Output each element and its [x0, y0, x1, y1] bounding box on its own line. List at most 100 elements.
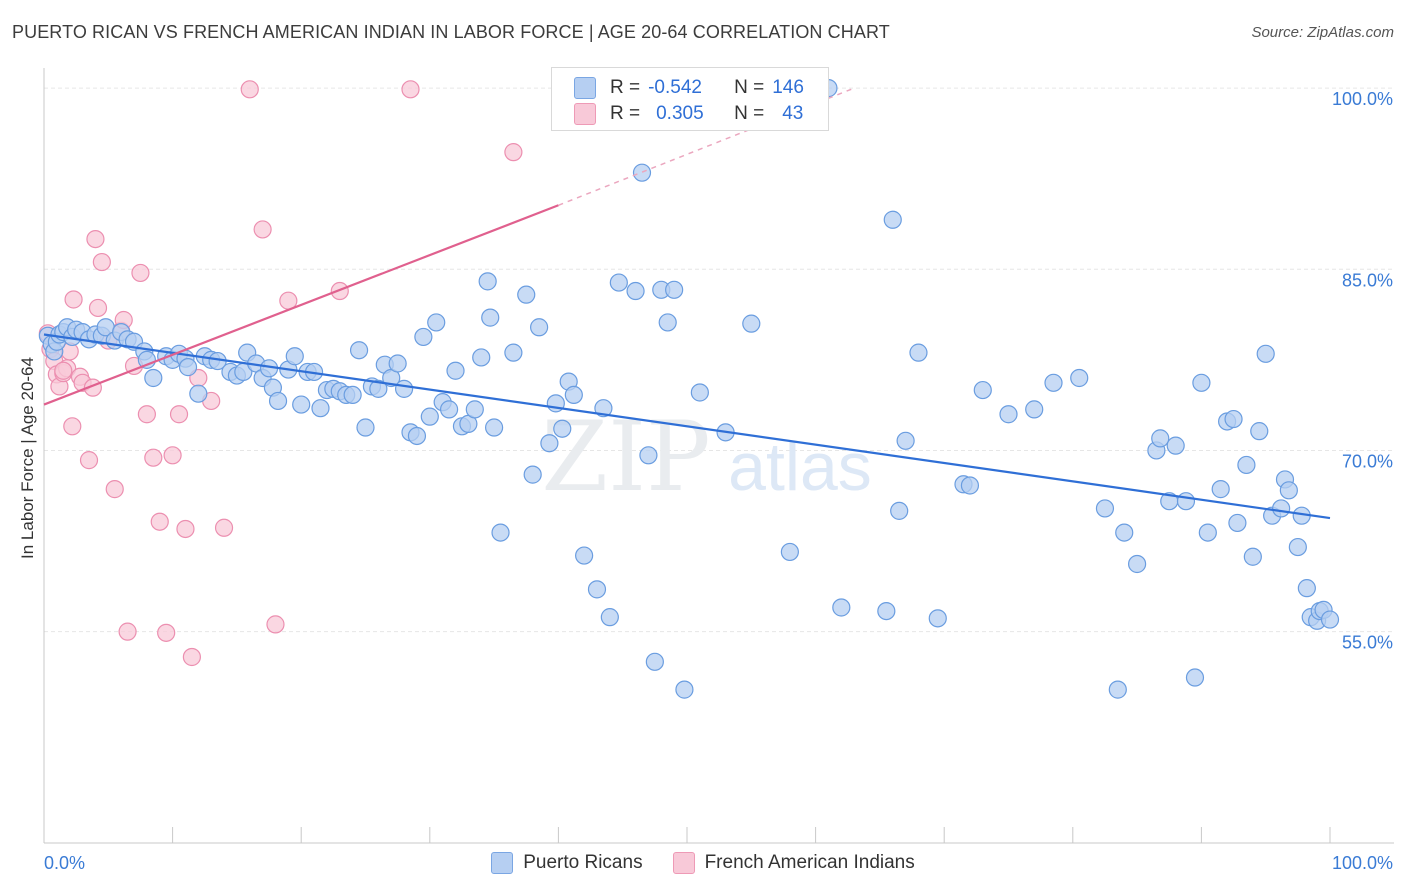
point-puerto-ricans: [909, 343, 928, 362]
point-puerto-ricans: [1228, 513, 1247, 533]
point-french-american-indians: [86, 229, 105, 249]
point-puerto-ricans: [446, 361, 465, 380]
point-puerto-ricans: [690, 383, 709, 402]
point-puerto-ricans: [1256, 344, 1275, 363]
point-puerto-ricans: [896, 431, 915, 450]
point-puerto-ricans: [960, 476, 980, 495]
x-tick-label-min: 0.0%: [44, 853, 85, 873]
chart-title: PUERTO RICAN VS FRENCH AMERICAN INDIAN I…: [12, 22, 890, 42]
point-puerto-ricans: [189, 384, 208, 403]
point-puerto-ricans: [285, 347, 304, 366]
point-puerto-ricans: [632, 163, 652, 182]
point-puerto-ricans: [420, 407, 439, 426]
point-puerto-ricans: [594, 399, 613, 418]
point-puerto-ricans: [472, 348, 491, 367]
point-french-american-indians: [253, 220, 272, 239]
point-puerto-ricans: [1224, 409, 1243, 429]
point-puerto-ricans: [369, 379, 388, 398]
point-puerto-ricans: [407, 426, 427, 446]
point-puerto-ricans: [268, 391, 288, 411]
point-puerto-ricans: [1288, 537, 1307, 557]
trend-line-dashed-extension: [558, 87, 855, 206]
point-puerto-ricans: [658, 313, 677, 332]
point-french-american-indians: [137, 405, 156, 424]
point-puerto-ricans: [1176, 492, 1196, 511]
y-axis-label: In Labor Force | Age 20-64: [18, 357, 37, 559]
point-puerto-ricans: [491, 523, 510, 542]
point-puerto-ricans: [883, 210, 902, 229]
point-french-american-indians: [144, 448, 163, 467]
point-puerto-ricans: [780, 542, 799, 562]
point-puerto-ricans: [639, 446, 658, 465]
point-french-american-indians: [118, 622, 137, 641]
point-puerto-ricans: [485, 418, 504, 437]
point-puerto-ricans: [530, 318, 549, 337]
point-puerto-ricans: [388, 354, 407, 373]
point-puerto-ricans: [1127, 554, 1147, 574]
legend-n-label: N =: [734, 77, 765, 98]
point-puerto-ricans: [439, 400, 459, 419]
legend-swatch-pink: [574, 103, 596, 125]
point-puerto-ricans: [1115, 523, 1134, 542]
legend-swatch-blue: [574, 77, 596, 99]
point-puerto-ricans: [675, 680, 694, 699]
legend-item-french-american-indians[interactable]: French American Indians: [672, 852, 915, 874]
point-puerto-ricans: [311, 399, 330, 418]
point-french-american-indians: [182, 647, 201, 667]
point-puerto-ricans: [609, 273, 628, 292]
trend-lines: [43, 87, 1331, 520]
point-puerto-ricans: [144, 368, 163, 388]
point-french-american-indians: [131, 263, 150, 283]
point-french-american-indians: [92, 252, 111, 272]
point-puerto-ricans: [540, 434, 559, 453]
point-puerto-ricans: [999, 405, 1018, 424]
point-puerto-ricans: [356, 418, 375, 437]
point-puerto-ricans: [178, 358, 198, 377]
point-puerto-ricans: [564, 385, 583, 405]
point-puerto-ricans: [645, 652, 664, 671]
point-puerto-ricans: [414, 327, 433, 347]
point-puerto-ricans: [575, 546, 594, 565]
legend-item-puerto-ricans[interactable]: Puerto Ricans: [491, 852, 643, 874]
legend-n-value: 146: [772, 77, 804, 98]
watermark-atlas: atlas: [728, 429, 872, 505]
point-puerto-ricans: [1279, 481, 1298, 500]
point-puerto-ricans: [478, 272, 497, 291]
point-puerto-ricans: [1237, 455, 1256, 475]
legend-label: Puerto Ricans: [523, 852, 643, 873]
point-puerto-ricans: [427, 313, 446, 332]
point-puerto-ricans: [523, 465, 542, 484]
x-tick-label-max: 100.0%: [1332, 853, 1393, 873]
point-puerto-ricans: [1250, 422, 1269, 441]
point-puerto-ricans: [1185, 668, 1205, 687]
legend-r-label: R =: [610, 103, 641, 124]
point-french-american-indians: [176, 519, 195, 539]
point-puerto-ricans: [465, 400, 484, 419]
trend-line-french-american-indians: [43, 204, 559, 406]
y-tick-label: 100.0%: [1332, 89, 1393, 109]
point-french-american-indians: [54, 361, 73, 380]
point-puerto-ricans: [349, 341, 369, 360]
point-french-american-indians: [64, 290, 83, 309]
tick-labels: 55.0% 70.0% 85.0% 100.0% 0.0% 100.0%: [44, 89, 1393, 873]
point-puerto-ricans: [1198, 523, 1217, 542]
source-label: Source: ZipAtlas.com: [1251, 24, 1394, 41]
point-puerto-ricans: [1095, 499, 1115, 518]
point-puerto-ricans: [1166, 436, 1185, 455]
point-puerto-ricans: [587, 580, 607, 599]
point-puerto-ricans: [1070, 368, 1089, 388]
point-puerto-ricans: [517, 285, 536, 304]
y-tick-label: 55.0%: [1342, 633, 1393, 653]
watermark-zip: ZIP: [541, 401, 710, 513]
point-puerto-ricans: [890, 501, 909, 520]
point-puerto-ricans: [1320, 610, 1340, 629]
point-french-american-indians: [401, 80, 420, 99]
point-puerto-ricans: [1108, 680, 1127, 699]
point-french-american-indians: [240, 80, 259, 99]
legend-r-label: R =: [610, 77, 641, 98]
point-french-american-indians: [63, 417, 82, 436]
point-french-american-indians: [266, 615, 285, 634]
point-puerto-ricans: [1243, 547, 1262, 566]
point-puerto-ricans: [1025, 400, 1044, 419]
